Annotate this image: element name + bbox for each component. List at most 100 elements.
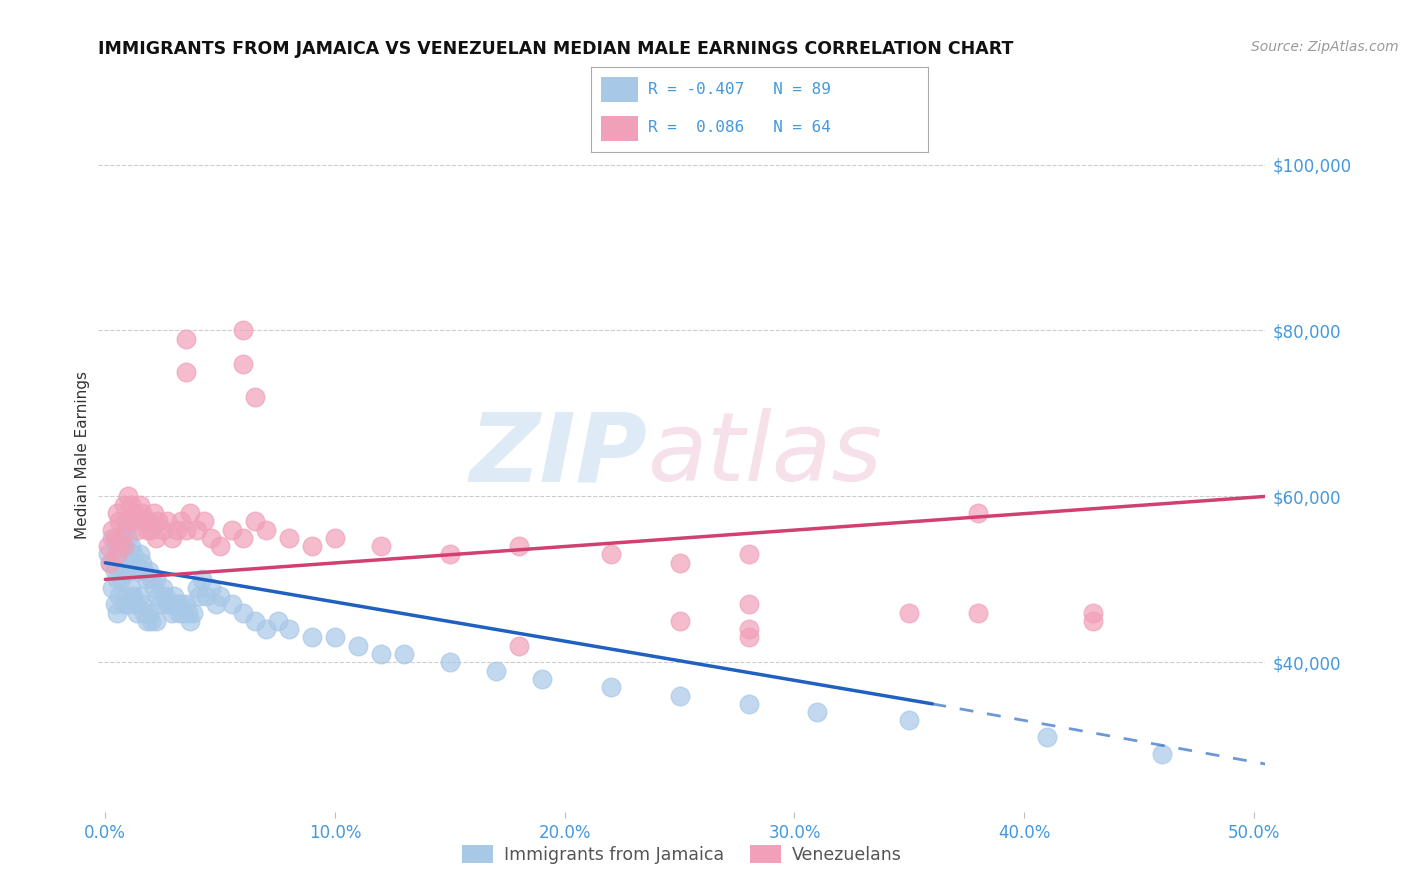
- Point: [177, 606, 200, 620]
- Point: [131, 597, 153, 611]
- Point: [159, 597, 181, 611]
- Point: [98, 556, 121, 570]
- Point: [128, 498, 150, 512]
- Point: [138, 564, 160, 578]
- Point: [485, 664, 508, 678]
- Point: [112, 564, 135, 578]
- Point: [131, 556, 153, 570]
- Point: [98, 556, 121, 570]
- Point: [124, 556, 146, 570]
- Point: [115, 589, 138, 603]
- Point: [115, 514, 138, 528]
- Point: [232, 357, 254, 371]
- Point: [105, 539, 128, 553]
- Point: [115, 523, 138, 537]
- Point: [254, 523, 277, 537]
- Point: [166, 523, 188, 537]
- Point: [737, 548, 759, 562]
- Point: [737, 622, 759, 636]
- Point: [347, 639, 370, 653]
- Point: [145, 614, 167, 628]
- Point: [186, 523, 208, 537]
- Point: [145, 531, 167, 545]
- Point: [232, 323, 254, 337]
- Point: [108, 548, 131, 562]
- Point: [127, 523, 149, 537]
- Point: [188, 589, 211, 603]
- Point: [101, 531, 124, 545]
- Point: [243, 514, 266, 528]
- Point: [117, 564, 139, 578]
- Point: [439, 656, 461, 670]
- Point: [112, 539, 135, 553]
- Point: [141, 614, 163, 628]
- Point: [112, 539, 135, 553]
- Point: [200, 581, 222, 595]
- Point: [370, 647, 392, 661]
- Point: [174, 332, 197, 346]
- Point: [179, 506, 201, 520]
- Point: [323, 631, 346, 645]
- Point: [122, 548, 145, 562]
- Point: [204, 597, 226, 611]
- Point: [138, 514, 160, 528]
- Point: [200, 531, 222, 545]
- Text: Source: ZipAtlas.com: Source: ZipAtlas.com: [1251, 40, 1399, 54]
- Point: [370, 539, 392, 553]
- Point: [103, 531, 125, 545]
- Point: [278, 622, 301, 636]
- Text: R = -0.407   N = 89: R = -0.407 N = 89: [648, 82, 831, 97]
- Point: [108, 514, 131, 528]
- Point: [97, 548, 120, 562]
- Text: ZIP: ZIP: [470, 409, 647, 501]
- Point: [508, 539, 530, 553]
- Point: [112, 597, 135, 611]
- Point: [142, 506, 165, 520]
- Point: [439, 548, 461, 562]
- Point: [105, 506, 128, 520]
- Point: [254, 622, 277, 636]
- Point: [124, 597, 146, 611]
- Point: [153, 589, 176, 603]
- Point: [221, 523, 243, 537]
- Point: [160, 531, 183, 545]
- Point: [668, 689, 690, 703]
- Point: [668, 556, 690, 570]
- Point: [110, 531, 132, 545]
- Point: [134, 514, 156, 528]
- Point: [134, 606, 156, 620]
- Point: [141, 523, 163, 537]
- Legend: Immigrants from Jamaica, Venezuelans: Immigrants from Jamaica, Venezuelans: [456, 838, 908, 871]
- Point: [120, 539, 142, 553]
- Point: [110, 573, 132, 587]
- Point: [243, 390, 266, 404]
- Point: [124, 506, 146, 520]
- Point: [266, 614, 288, 628]
- Point: [232, 606, 254, 620]
- Point: [117, 531, 139, 545]
- Point: [149, 597, 172, 611]
- Point: [131, 506, 153, 520]
- Point: [1150, 747, 1173, 761]
- Point: [135, 523, 157, 537]
- Point: [156, 514, 179, 528]
- Point: [530, 672, 553, 686]
- Point: [120, 581, 142, 595]
- Point: [806, 705, 828, 719]
- Point: [209, 539, 232, 553]
- Point: [127, 606, 149, 620]
- Point: [115, 556, 138, 570]
- Point: [599, 548, 621, 562]
- Point: [278, 531, 301, 545]
- Point: [103, 597, 125, 611]
- Bar: [600, 77, 638, 103]
- Point: [193, 514, 215, 528]
- Point: [301, 539, 323, 553]
- Point: [668, 614, 690, 628]
- Point: [209, 589, 232, 603]
- Point: [174, 523, 197, 537]
- Point: [737, 697, 759, 711]
- Point: [170, 597, 193, 611]
- Point: [122, 514, 145, 528]
- Point: [174, 365, 197, 379]
